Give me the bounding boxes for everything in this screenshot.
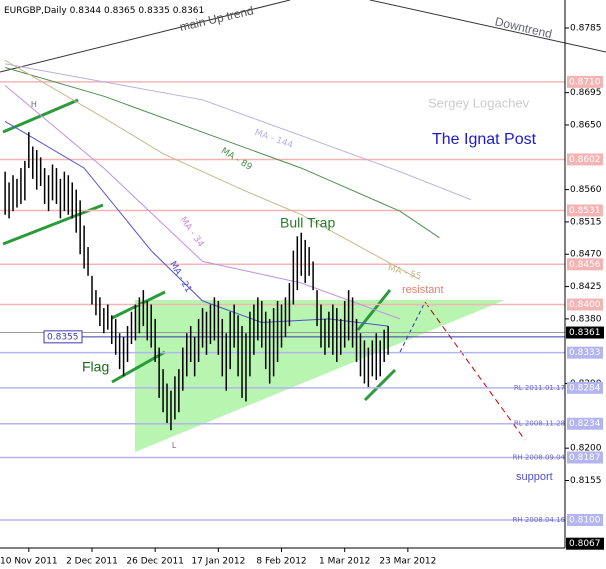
level-label-box bbox=[567, 381, 603, 394]
price-box bbox=[566, 326, 604, 339]
site: The Ignat Post bbox=[432, 131, 537, 148]
level-label-box bbox=[567, 298, 603, 311]
level-label-box bbox=[567, 417, 603, 430]
annotation: L bbox=[172, 441, 177, 450]
level-label-box bbox=[567, 75, 603, 88]
x-tick-label: 10 Nov 2011 bbox=[0, 557, 58, 567]
annotation: Bull Trap bbox=[280, 215, 335, 231]
triangle-pattern bbox=[135, 300, 505, 452]
price-label: 0.8067 bbox=[569, 539, 601, 549]
marker-box bbox=[43, 330, 83, 344]
y-tick-label: 0.8515 bbox=[570, 217, 602, 227]
level-label: 0.8187 bbox=[569, 453, 601, 463]
y-tick-label: 0.8650 bbox=[570, 120, 602, 130]
x-tick-label: 17 Jan 2012 bbox=[191, 557, 245, 567]
ma-line bbox=[4, 67, 440, 239]
down-trend-line bbox=[369, 0, 606, 53]
level-label: 0.8333 bbox=[569, 348, 601, 358]
level-label-box bbox=[567, 153, 603, 166]
level-label: 0.8234 bbox=[569, 419, 601, 429]
high: 0.8365 bbox=[104, 6, 136, 16]
x-tick-label: 8 Feb 2012 bbox=[256, 557, 306, 567]
open: 0.8344 bbox=[70, 6, 102, 16]
y-tick-label: 0.8200 bbox=[570, 444, 602, 454]
annotation: Flag bbox=[82, 359, 109, 375]
y-tick-label: 0.8155 bbox=[570, 476, 602, 486]
level-label: 0.8456 bbox=[569, 260, 601, 270]
up-trend-line bbox=[0, 0, 291, 73]
annotation: resistant bbox=[402, 284, 444, 296]
y-tick-label: 0.8695 bbox=[570, 88, 602, 98]
forecast-line bbox=[424, 301, 526, 441]
ma-line bbox=[5, 63, 472, 201]
x-tick-label: 1 Mar 2012 bbox=[319, 557, 370, 567]
price-box bbox=[566, 537, 604, 550]
annotation: H bbox=[31, 100, 37, 109]
x-tick-label: 23 Mar 2012 bbox=[379, 557, 436, 567]
level-label: 0.8602 bbox=[569, 155, 601, 165]
level-label: 0.8100 bbox=[569, 515, 601, 525]
chart-header: EURGBP,Daily 0.8344 0.8365 0.8335 0.8361 bbox=[4, 6, 204, 16]
level-tag: RL 2008.11.28 bbox=[514, 420, 565, 428]
level-tag: RH 2008.09.04 bbox=[513, 454, 566, 462]
y-tick-label: 0.8560 bbox=[570, 185, 602, 195]
x-tick-label: 26 Dec 2011 bbox=[126, 557, 184, 567]
annotation: support bbox=[516, 471, 553, 483]
marker-label: 0.8355 bbox=[47, 332, 79, 342]
ma-line bbox=[4, 59, 420, 280]
low: 0.8335 bbox=[138, 6, 170, 16]
y-tick-label: 0.8470 bbox=[570, 250, 602, 260]
symbol: EURGBP,Daily bbox=[4, 6, 67, 16]
price-label: 0.8361 bbox=[569, 328, 601, 338]
level-label: 0.8531 bbox=[569, 206, 601, 216]
level-label: 0.8400 bbox=[569, 300, 601, 310]
level-label: 0.8710 bbox=[569, 77, 601, 87]
level-label-box bbox=[567, 204, 603, 217]
level-tag: RL 2011.01.17 bbox=[514, 384, 565, 392]
author: Sergey Logachev bbox=[428, 95, 530, 110]
level-label-box bbox=[567, 513, 603, 526]
plot: RL 2011.01.17 RL 2008.11.28 RH 2008.09.04 R… bbox=[0, 59, 566, 524]
level-label-box bbox=[567, 346, 603, 359]
close: 0.8361 bbox=[173, 6, 205, 16]
x-tick-label: 2 Dec 2011 bbox=[66, 557, 118, 567]
y-tick-label: 0.8785 bbox=[570, 24, 602, 34]
y-tick-label: 0.8425 bbox=[570, 282, 602, 292]
level-label: 0.8284 bbox=[569, 383, 601, 393]
level-tag: RH 2008.04.16 bbox=[513, 516, 566, 524]
ma-line bbox=[4, 85, 401, 320]
level-label-box bbox=[567, 451, 603, 464]
level-label-box bbox=[567, 258, 603, 271]
y-tick-label: 0.8380 bbox=[570, 314, 602, 324]
breakout-line bbox=[399, 301, 426, 353]
